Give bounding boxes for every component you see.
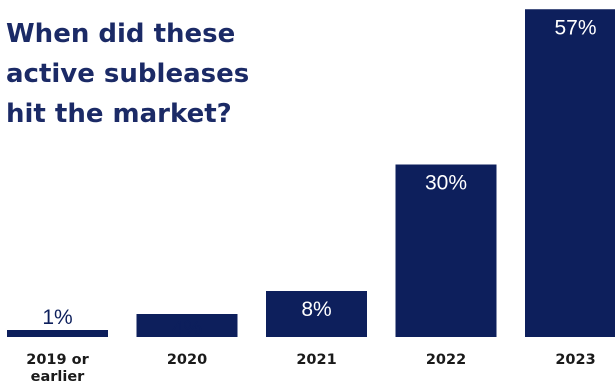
value-label: 1% <box>42 306 72 329</box>
value-label: 4% <box>172 317 202 340</box>
category-label-line: earlier <box>31 369 86 385</box>
category-label-line: 2022 <box>426 352 466 368</box>
chart-title: When did these active subleases hit the … <box>6 19 258 129</box>
category-label: 2020 <box>167 352 207 368</box>
value-label: 57% <box>554 16 596 39</box>
value-labels-group: 1% 4% 8% 30% 57% <box>42 16 596 340</box>
value-label: 30% <box>425 172 467 195</box>
category-labels-group: 2019 or earlier 2020 2021 2022 2023 <box>26 352 595 385</box>
bar <box>395 164 497 337</box>
category-label: 2023 <box>555 352 595 368</box>
bar <box>7 330 108 337</box>
value-label: 8% <box>301 298 331 321</box>
category-label: 2022 <box>426 352 466 368</box>
bar <box>136 314 238 337</box>
bars-group <box>7 9 615 337</box>
category-label: 2019 or earlier <box>26 352 89 385</box>
category-label-line: 2020 <box>167 352 207 368</box>
bar <box>525 9 615 337</box>
category-label-line: 2019 or <box>26 352 89 368</box>
category-label-line: 2021 <box>296 352 336 368</box>
chart-title-line: hit the market? <box>6 99 232 129</box>
chart-title-line: When did these <box>6 19 235 49</box>
chart-title-line: active subleases <box>6 59 249 89</box>
bar <box>266 291 367 337</box>
category-label: 2021 <box>296 352 336 368</box>
category-label-line: 2023 <box>555 352 595 368</box>
